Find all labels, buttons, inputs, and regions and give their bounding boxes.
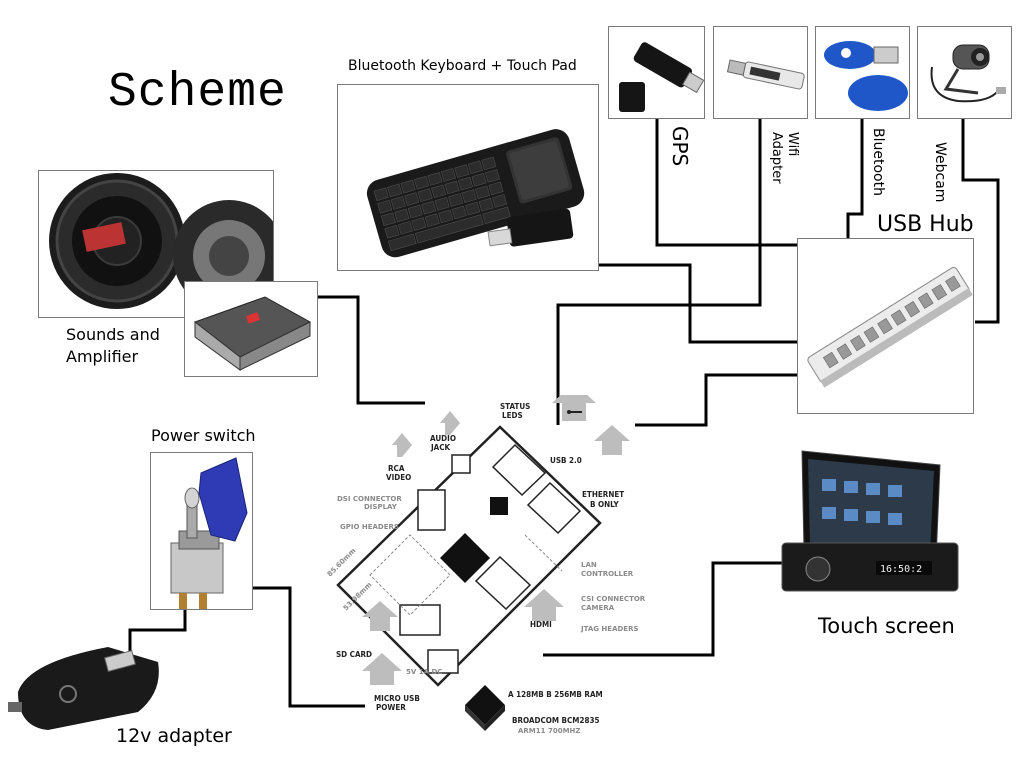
svg-text:AUDIO: AUDIO [430, 434, 456, 443]
arrow-sd [362, 601, 398, 631]
wifi-label: Wifi Adapter [769, 132, 800, 184]
pi-soc-label: BROADCOM BCM2835 [512, 716, 600, 725]
svg-text:JACK: JACK [430, 443, 451, 452]
pi-ethernet-label: ETHERNET [582, 490, 624, 499]
bcm-chip-icon [465, 685, 505, 731]
usb-hub-box [797, 238, 974, 414]
arrow-hdmi [524, 589, 564, 621]
svg-text:POWER: POWER [376, 703, 406, 712]
touch-screen: 16:50:2 [778, 445, 962, 603]
touch-screen-label: Touch screen [818, 614, 955, 638]
gps-dongle-icon [619, 42, 704, 112]
wire-audio [317, 295, 425, 405]
wire-keyboard [598, 263, 800, 344]
usb-icon [567, 410, 582, 414]
wire-hdmi [543, 561, 785, 657]
pi-micro-usb [427, 649, 459, 674]
pi-hdmi-label: HDMI [530, 620, 552, 629]
keyboard-icon [366, 129, 585, 258]
pi-soc-chip [440, 533, 490, 583]
page-title: Scheme [108, 66, 287, 120]
pi-rca-port [417, 489, 446, 531]
pi-lan-chip [490, 497, 508, 515]
adapter-label: 12v adapter [116, 725, 232, 747]
webcam-label: Webcam [932, 142, 948, 203]
wire-gps [655, 118, 800, 247]
pi-audio-port [451, 454, 471, 474]
svg-text:CSI CONNECTOR: CSI CONNECTOR [581, 595, 646, 603]
car-adapter [8, 632, 164, 732]
sounds-label: Sounds and Amplifier [66, 325, 160, 366]
pi-power-spec: 5V 1A DC [406, 668, 442, 676]
speaker-icon [49, 173, 273, 312]
wire-bluetooth [846, 118, 864, 240]
pi-gpio-label: GPIO HEADERS [340, 523, 399, 531]
arrow-power [362, 653, 402, 685]
usb-hub-icon [807, 267, 973, 388]
car-adapter-icon [8, 647, 159, 730]
wire-wifi [556, 118, 762, 425]
pi-usb-port [491, 443, 547, 497]
pi-ethernet-sub-label: B ONLY [590, 500, 619, 509]
pi-ram-label: A 128MB B 256MB RAM [508, 690, 603, 699]
arrow-ethernet [594, 425, 630, 455]
gps-box [608, 26, 705, 119]
wifi-dongle-icon [726, 59, 805, 90]
webcam-box [917, 26, 1012, 119]
pi-arm-label: ARM11 700MHZ [518, 727, 580, 735]
power-switch-label: Power switch [151, 426, 256, 445]
svg-text:VIDEO: VIDEO [386, 473, 411, 482]
pi-hdmi-port [474, 555, 532, 611]
bluetooth-label: Bluetooth [870, 128, 886, 196]
svg-text:LAN: LAN [581, 561, 597, 569]
usb-hub-label: USB Hub [877, 212, 974, 237]
raspberry-pi-diagram: STATUS LEDS AUDIO JACK RCA VIDEO USB 2.0… [326, 395, 646, 735]
svg-text:CONTROLLER: CONTROLLER [581, 570, 634, 578]
wire-hub-pi [635, 373, 800, 427]
speakers-box [38, 170, 274, 318]
keyboard-label: Bluetooth Keyboard + Touch Pad [348, 58, 577, 74]
svg-text:RCA: RCA [388, 464, 405, 473]
pi-jtag-label: JTAG HEADERS [580, 625, 639, 633]
arrow-usb [552, 395, 596, 421]
toggle-switch-icon [170, 457, 248, 609]
svg-text:MICRO USB: MICRO USB [374, 694, 420, 703]
amplifier-box [184, 281, 318, 377]
arrow-rca [392, 433, 412, 457]
power-switch-box [150, 452, 253, 610]
svg-text:DISPLAY: DISPLAY [364, 503, 398, 511]
pi-sd-label: SD CARD [336, 650, 372, 659]
arrow-audio [440, 411, 460, 435]
pi-sd-card [399, 604, 441, 636]
amplifier-icon [193, 296, 312, 371]
pi-ethernet-port [526, 481, 582, 535]
wire-adapter-switch [128, 596, 187, 660]
screen-clock: 16:50:2 [880, 564, 922, 575]
webcam-icon [930, 44, 1006, 103]
svg-text:CAMERA: CAMERA [581, 604, 615, 612]
wire-webcam [961, 118, 1000, 324]
gps-label: GPS [668, 126, 692, 167]
pi-status-leds-label: STATUS [500, 402, 530, 411]
keyboard-box [337, 84, 599, 271]
bluetooth-box [815, 26, 910, 119]
pi-usb-label: USB 2.0 [550, 456, 582, 465]
touch-screen-icon: 16:50:2 [781, 450, 959, 592]
pi-status-leds-label-2: LEDS [502, 411, 523, 420]
wifi-box [713, 26, 808, 119]
svg-text:DSI CONNECTOR: DSI CONNECTOR [337, 495, 402, 503]
dongle-icon [487, 208, 574, 247]
bluetooth-dongle-icon [824, 41, 908, 111]
